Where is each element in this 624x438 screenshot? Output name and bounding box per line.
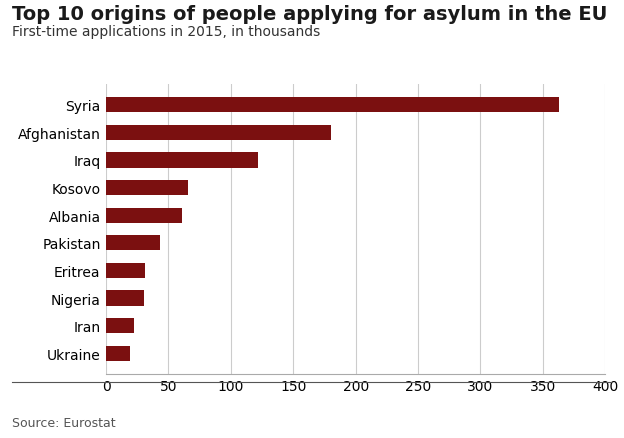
Bar — [106, 291, 144, 306]
Bar — [106, 180, 188, 196]
Bar — [106, 318, 134, 333]
Bar — [106, 208, 182, 223]
Text: First-time applications in 2015, in thousands: First-time applications in 2015, in thou… — [12, 25, 321, 39]
Text: Top 10 origins of people applying for asylum in the EU: Top 10 origins of people applying for as… — [12, 5, 608, 24]
Bar — [106, 263, 145, 279]
Bar — [106, 236, 160, 251]
Bar — [106, 98, 559, 113]
Bar — [106, 153, 258, 168]
Bar — [106, 126, 331, 141]
Bar — [106, 346, 130, 361]
Text: Source: Eurostat: Source: Eurostat — [12, 416, 116, 429]
